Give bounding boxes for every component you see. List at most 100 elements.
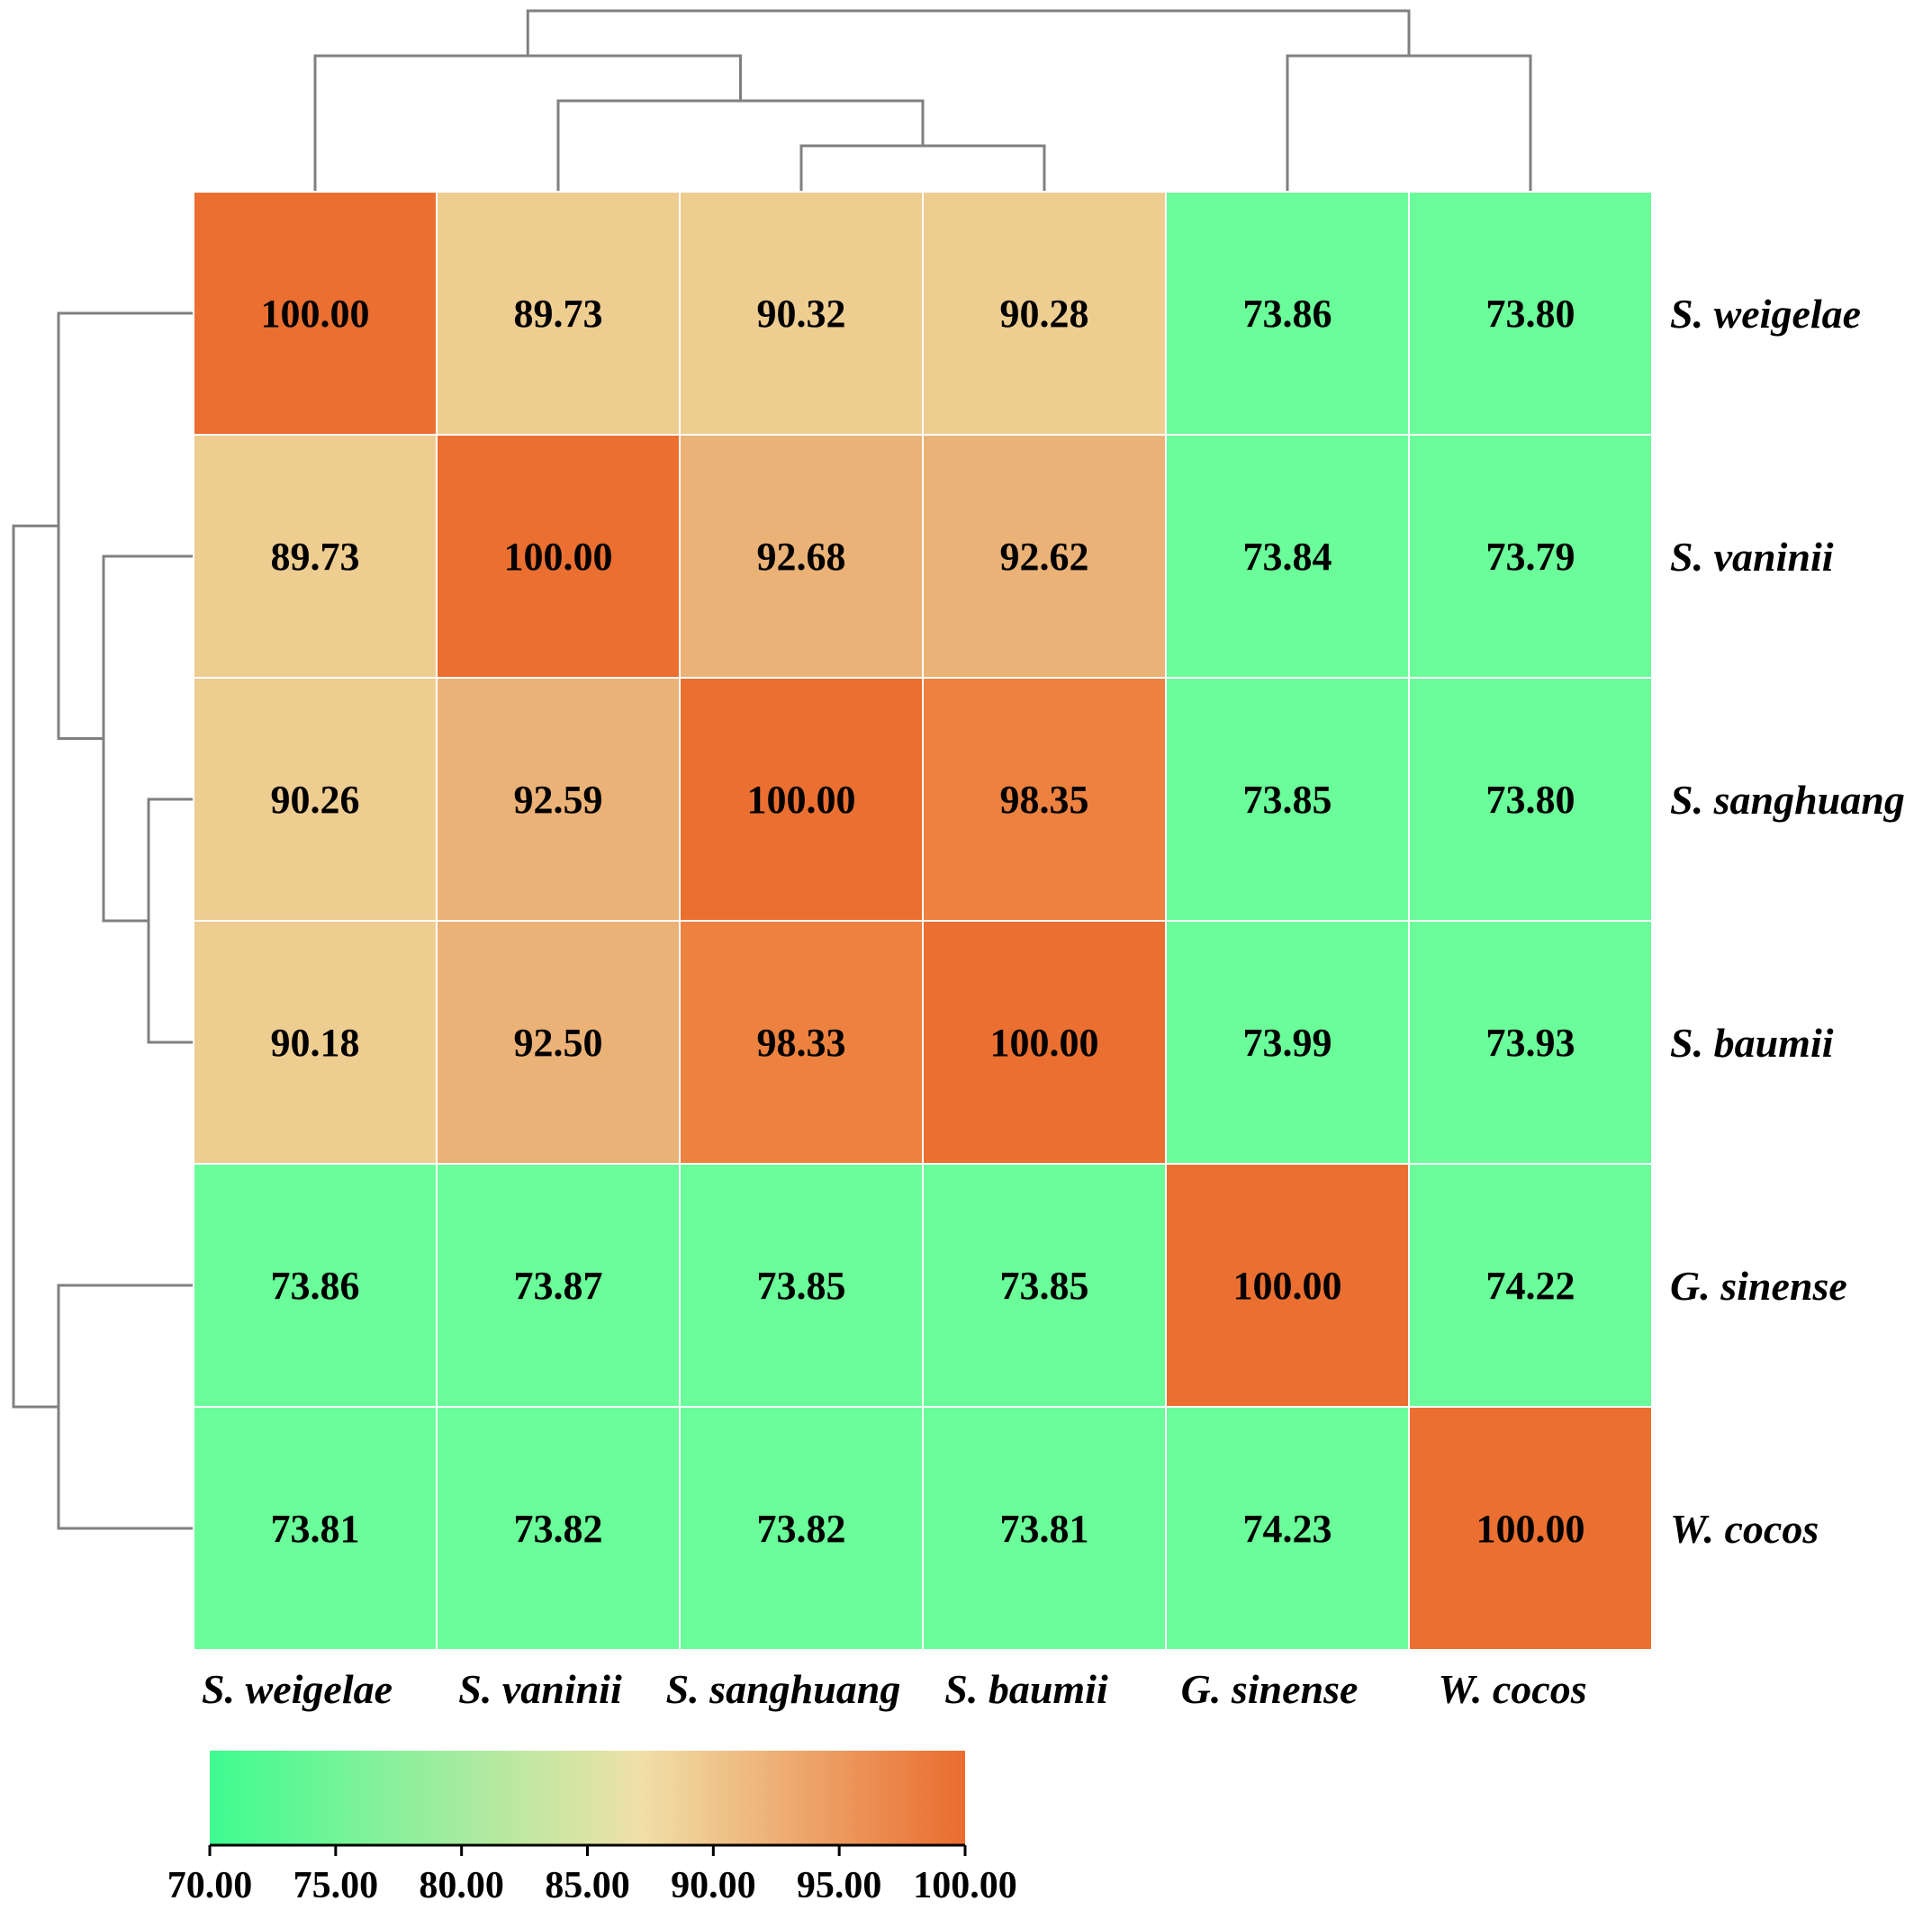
heatmap-cell xyxy=(436,920,681,1165)
cell-value-label: 90.26 xyxy=(271,778,360,822)
colorbar-tick-label: 100.00 xyxy=(913,1865,1017,1906)
cell-value-label: 92.59 xyxy=(514,778,603,822)
cell-value-label: 73.85 xyxy=(1000,1264,1089,1308)
heatmap-cell xyxy=(1408,1163,1653,1408)
row-label: G. sinense xyxy=(1670,1263,1847,1309)
heatmap-cells: 100.00 89.73 90.32 90.28 73.86 73.80 89.73 100.… xyxy=(193,191,1653,1651)
row-labels: S. weigelae S. vaninii S. sanghuang S. baum… xyxy=(1670,291,1905,1552)
cell-value-label: 73.99 xyxy=(1243,1021,1332,1065)
heatmap-cell xyxy=(1165,434,1410,679)
heatmap-cell xyxy=(436,434,681,679)
column-label: S. baumii xyxy=(944,1666,1108,1712)
cell-value-label: 73.81 xyxy=(1000,1507,1089,1551)
heatmap-cell xyxy=(193,1406,438,1651)
heatmap-cell xyxy=(436,1406,681,1651)
cell-value-label: 98.35 xyxy=(1000,778,1089,822)
colorbar-tick-label: 75.00 xyxy=(293,1865,379,1906)
dendrogram-branch xyxy=(57,311,194,740)
cell-value-label: 73.85 xyxy=(1243,778,1332,822)
cell-value-label: 100.00 xyxy=(990,1021,1099,1065)
heatmap-cell xyxy=(1408,191,1653,436)
cell-value-label: 100.00 xyxy=(747,778,856,822)
cell-value-label: 74.22 xyxy=(1486,1264,1575,1308)
cell-value-label: 89.73 xyxy=(271,535,360,579)
heatmap-cell xyxy=(193,677,438,922)
heatmap-cell xyxy=(679,920,924,1165)
heatmap-cell xyxy=(679,677,924,922)
colorbar-tick-label: 85.00 xyxy=(545,1865,630,1906)
cell-value-label: 73.79 xyxy=(1486,535,1575,579)
cell-value-label: 100.00 xyxy=(1476,1507,1585,1551)
dendrogram-branch xyxy=(799,144,1046,192)
colorbar-gradient xyxy=(210,1751,965,1845)
heatmap-cell xyxy=(1165,677,1410,922)
row-dendrogram xyxy=(12,311,194,1530)
cell-value-label: 73.86 xyxy=(1243,292,1332,336)
column-dendrogram xyxy=(313,9,1532,192)
heatmap-cell xyxy=(679,1163,924,1408)
row-label: S. baumii xyxy=(1670,1020,1834,1066)
column-label: W. cocos xyxy=(1438,1666,1586,1712)
cell-value-label: 90.28 xyxy=(1000,292,1089,336)
cell-value-label: 73.80 xyxy=(1486,292,1575,336)
heatmap-cell xyxy=(679,434,924,679)
heatmap-cell xyxy=(1408,434,1653,679)
colorbar: 70.00 75.00 80.00 85.00 90.00 95.00 100.00 xyxy=(167,1751,1017,1906)
heatmap-cell xyxy=(436,677,681,922)
column-labels: S. weigelae S. vaninii S. sanghuang S. baum… xyxy=(202,1666,1587,1712)
heatmap-cell xyxy=(193,434,438,679)
cell-value-label: 74.23 xyxy=(1243,1507,1332,1551)
heatmap-cell xyxy=(1165,920,1410,1165)
cell-value-label: 90.18 xyxy=(271,1021,360,1065)
cell-value-label: 73.84 xyxy=(1243,535,1332,579)
heatmap-cell xyxy=(436,1163,681,1408)
heatmap-cell xyxy=(679,191,924,436)
heatmap-cell xyxy=(922,677,1167,922)
column-label: G. sinense xyxy=(1181,1666,1359,1712)
dendrogram-branch xyxy=(313,54,742,192)
colorbar-tick-label: 90.00 xyxy=(671,1865,756,1906)
column-label: S. vaninii xyxy=(458,1666,622,1712)
dendrogram-branch xyxy=(147,797,194,1044)
heatmap-cell xyxy=(1165,1163,1410,1408)
row-label: S. weigelae xyxy=(1670,291,1861,337)
colorbar-tick-label: 95.00 xyxy=(797,1865,882,1906)
heatmap-cell xyxy=(1165,1406,1410,1651)
cell-value-label: 73.93 xyxy=(1486,1021,1575,1065)
heatmap-cell xyxy=(679,1406,924,1651)
cell-value-label: 92.68 xyxy=(757,535,846,579)
heatmap-cell xyxy=(436,191,681,436)
dendrogram-branch xyxy=(57,1284,194,1530)
cell-value-label: 92.62 xyxy=(1000,535,1089,579)
cell-value-label: 73.87 xyxy=(514,1264,603,1308)
cell-value-label: 73.82 xyxy=(514,1507,603,1551)
cell-value-label: 100.00 xyxy=(1233,1264,1342,1308)
cell-value-label: 73.82 xyxy=(757,1507,846,1551)
cell-value-label: 92.50 xyxy=(514,1021,603,1065)
heatmap-cell xyxy=(922,191,1167,436)
dendrogram-branch xyxy=(12,524,59,1409)
dendrogram-branch xyxy=(1286,54,1532,192)
heatmap-cell xyxy=(922,920,1167,1165)
cell-value-label: 89.73 xyxy=(514,292,603,336)
cell-value-label: 100.00 xyxy=(261,292,370,336)
column-label: S. sanghuang xyxy=(666,1666,901,1712)
cell-value-label: 100.00 xyxy=(504,535,613,579)
cell-value-label: 90.32 xyxy=(757,292,846,336)
row-label: W. cocos xyxy=(1670,1506,1819,1552)
row-label: S. sanghuang xyxy=(1670,777,1905,823)
cell-value-label: 73.81 xyxy=(271,1507,360,1551)
dendrogram-branch xyxy=(526,9,1411,56)
heatmap-cell xyxy=(922,434,1167,679)
cell-value-label: 98.33 xyxy=(757,1021,846,1065)
cell-value-label: 73.86 xyxy=(271,1264,360,1308)
cell-value-label: 73.85 xyxy=(757,1264,846,1308)
heatmap-cell xyxy=(193,191,438,436)
row-label: S. vaninii xyxy=(1670,534,1834,580)
heatmap-cell xyxy=(1408,677,1653,922)
cell-value-label: 73.80 xyxy=(1486,778,1575,822)
colorbar-tick-label: 70.00 xyxy=(167,1865,253,1906)
colorbar-tick-label: 80.00 xyxy=(419,1865,504,1906)
heatmap-cell xyxy=(1408,1406,1653,1651)
